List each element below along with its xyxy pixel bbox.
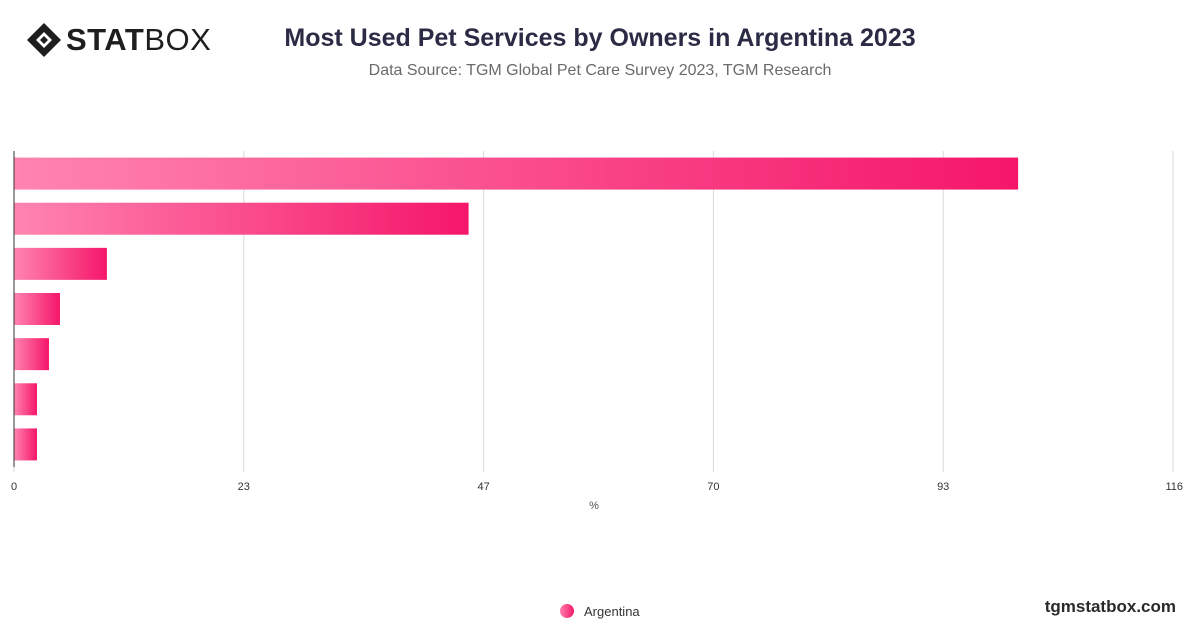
x-tick-label: 116 <box>1165 481 1183 493</box>
x-axis-label: % <box>589 500 599 512</box>
statbox-logo: STATBOX <box>26 22 211 58</box>
legend-marker <box>560 604 574 618</box>
bar-argentina-1[interactable] <box>14 157 1019 190</box>
logo-wordmark-bold: STAT <box>66 22 145 57</box>
logo-wordmark: STATBOX <box>66 22 211 58</box>
bar-argentina-7[interactable] <box>14 428 37 461</box>
footer-url: tgmstatbox.com <box>1044 597 1176 616</box>
bar-argentina-6[interactable] <box>14 383 37 416</box>
bar-argentina-2[interactable] <box>14 202 469 235</box>
logo-wordmark-light: BOX <box>144 22 212 57</box>
legend[interactable]: Argentina <box>560 602 640 620</box>
bar-argentina-5[interactable] <box>14 338 49 371</box>
legend-label-argentina: Argentina <box>584 603 640 619</box>
x-tick-label: 93 <box>937 481 949 493</box>
x-tick-label: 70 <box>707 481 719 493</box>
chart-subtitle: Data Source: TGM Global Pet Care Survey … <box>368 62 832 79</box>
x-tick-label: 23 <box>238 481 250 493</box>
statbox-diamond-icon <box>27 23 61 57</box>
bar-argentina-3[interactable] <box>14 247 107 280</box>
x-tick-label: 47 <box>477 481 489 493</box>
bar-argentina-4[interactable] <box>14 293 60 325</box>
chart-title: Most Used Pet Services by Owners in Arge… <box>284 24 916 52</box>
x-tick-label: 0 <box>11 481 17 493</box>
